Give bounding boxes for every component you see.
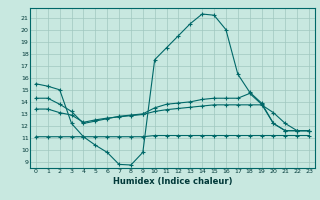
X-axis label: Humidex (Indice chaleur): Humidex (Indice chaleur) [113,177,232,186]
